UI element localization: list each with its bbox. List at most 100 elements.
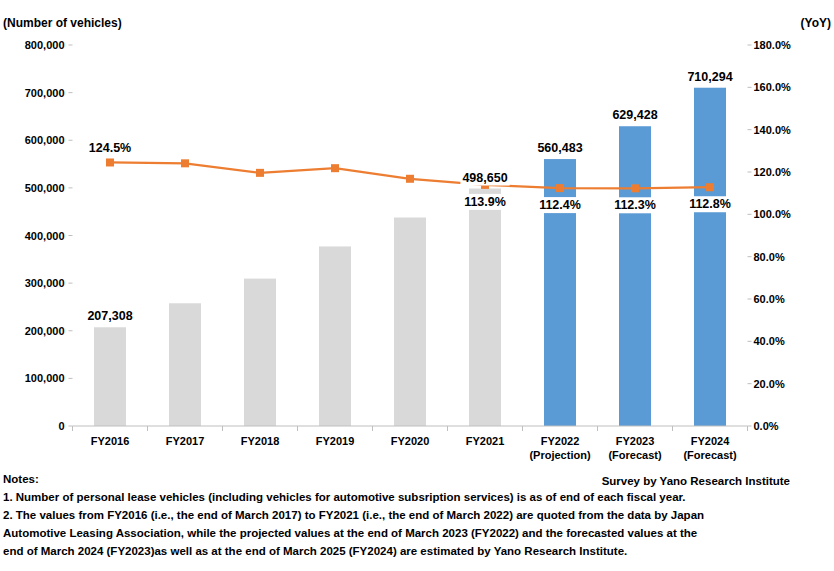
bar (244, 279, 276, 426)
y-tick (69, 92, 73, 93)
y2-tick-label: 160.0% (754, 81, 792, 93)
x-tick (297, 426, 298, 431)
note: Automotive Leasing Association, while th… (3, 527, 697, 539)
y-tick (69, 283, 73, 284)
bar-label: 498,650 (462, 171, 507, 185)
y2-tick-label: 100.0% (754, 208, 792, 220)
y2-tick (748, 214, 752, 215)
y2-tick-label: 0.0% (754, 420, 779, 432)
x-tick-label-line: FY2022 (541, 435, 580, 447)
line (110, 162, 710, 188)
y2-tick (748, 426, 752, 427)
line-label: 112.4% (539, 198, 581, 212)
note: 2. The values from FY2016 (i.e., the end… (3, 509, 704, 521)
note: Notes: (3, 473, 39, 485)
x-tick-label: FY2018 (241, 435, 280, 447)
chart: (Number of vehicles)(YoY)0100,000200,000… (0, 0, 834, 571)
bar (319, 246, 351, 426)
y-tick-label: 500,000 (25, 182, 65, 194)
x-tick (372, 426, 373, 431)
y2-tick (748, 87, 752, 88)
marker (256, 169, 264, 177)
labels: 207,308 498,650 560,483 629,428 710,294 124.5… (85, 69, 734, 325)
y2-tick (748, 45, 752, 46)
line-label: 112.8% (689, 197, 731, 211)
bar-label: 629,428 (612, 108, 657, 122)
bar (694, 88, 726, 426)
y2-tick-label: 20.0% (754, 378, 785, 390)
y2-tick (748, 383, 752, 384)
y-tick-label: 0 (58, 420, 64, 432)
x-tick-label: FY2022(Projection) (529, 435, 590, 461)
line-label-bg (612, 197, 658, 213)
line-label-bg (687, 196, 733, 212)
y-tick-label: 100,000 (25, 372, 65, 384)
line-label: 112.3% (614, 198, 656, 212)
marker (631, 184, 639, 192)
source: Survey by Yano Research Institute (602, 475, 790, 487)
y2-tick (748, 172, 752, 173)
x-tick-label-line: FY2023 (616, 435, 655, 447)
note: end of March 2024 (FY2023)as well as at … (3, 545, 627, 557)
plot-area (94, 88, 726, 426)
bar-label-bg (85, 308, 134, 324)
y-axis-title: (Number of vehicles) (3, 16, 122, 30)
y2-tick-label: 80.0% (754, 251, 785, 263)
marker (331, 164, 339, 172)
bar-label-bg (460, 170, 509, 186)
y-tick (69, 45, 73, 46)
marker (406, 175, 414, 183)
bar-label: 710,294 (687, 70, 732, 84)
y2-tick (748, 299, 752, 300)
x-tick-label: FY2020 (391, 435, 430, 447)
x-tick-label-line: (Forecast) (608, 449, 662, 461)
y-tick-label: 700,000 (25, 87, 65, 99)
line-label: 113.9% (464, 195, 506, 209)
bar-label-bg (610, 107, 659, 123)
y2-tick (748, 129, 752, 130)
bar-label-bg (535, 140, 584, 156)
bar (169, 303, 201, 426)
x-tick (597, 426, 598, 431)
line-label-bg (537, 197, 583, 213)
y-tick (69, 378, 73, 379)
x-tick (672, 426, 673, 431)
line-label: 124.5% (89, 141, 131, 155)
y2-tick-label: 140.0% (754, 124, 792, 136)
bar (619, 126, 651, 426)
marker (181, 159, 189, 167)
note: 1. Number of personal lease vehicles (in… (3, 491, 686, 503)
y2-tick-label: 60.0% (754, 293, 785, 305)
x-tick (222, 426, 223, 431)
x-tick-label-line: (Forecast) (683, 449, 737, 461)
y2-tick-label: 180.0% (754, 39, 792, 51)
x-tick-label: FY2024(Forecast) (683, 435, 737, 461)
y-tick-label: 200,000 (25, 325, 65, 337)
y-tick (69, 140, 73, 141)
bar (394, 217, 426, 426)
marker (706, 183, 714, 191)
y2-tick-label: 120.0% (754, 166, 792, 178)
bar (94, 327, 126, 426)
x-tick (72, 426, 73, 431)
line-label-bg (87, 140, 133, 156)
y2-tick (748, 256, 752, 257)
x-tick (147, 426, 148, 431)
y2-tick (748, 341, 752, 342)
bar-label: 207,308 (87, 309, 132, 323)
y-tick (69, 426, 73, 427)
x-tick (447, 426, 448, 431)
x-tick (747, 426, 748, 431)
y-tick-label: 400,000 (25, 230, 65, 242)
x-tick (522, 426, 523, 431)
y-tick-label: 600,000 (25, 134, 65, 146)
y-tick-label: 300,000 (25, 277, 65, 289)
line-label-bg (462, 194, 508, 210)
x-axis (73, 426, 748, 427)
marker (106, 158, 114, 166)
x-tick-label: FY2021 (466, 435, 505, 447)
y-tick (69, 187, 73, 188)
y-tick (69, 330, 73, 331)
x-tick-label: FY2019 (316, 435, 355, 447)
bar-label: 560,483 (537, 141, 582, 155)
